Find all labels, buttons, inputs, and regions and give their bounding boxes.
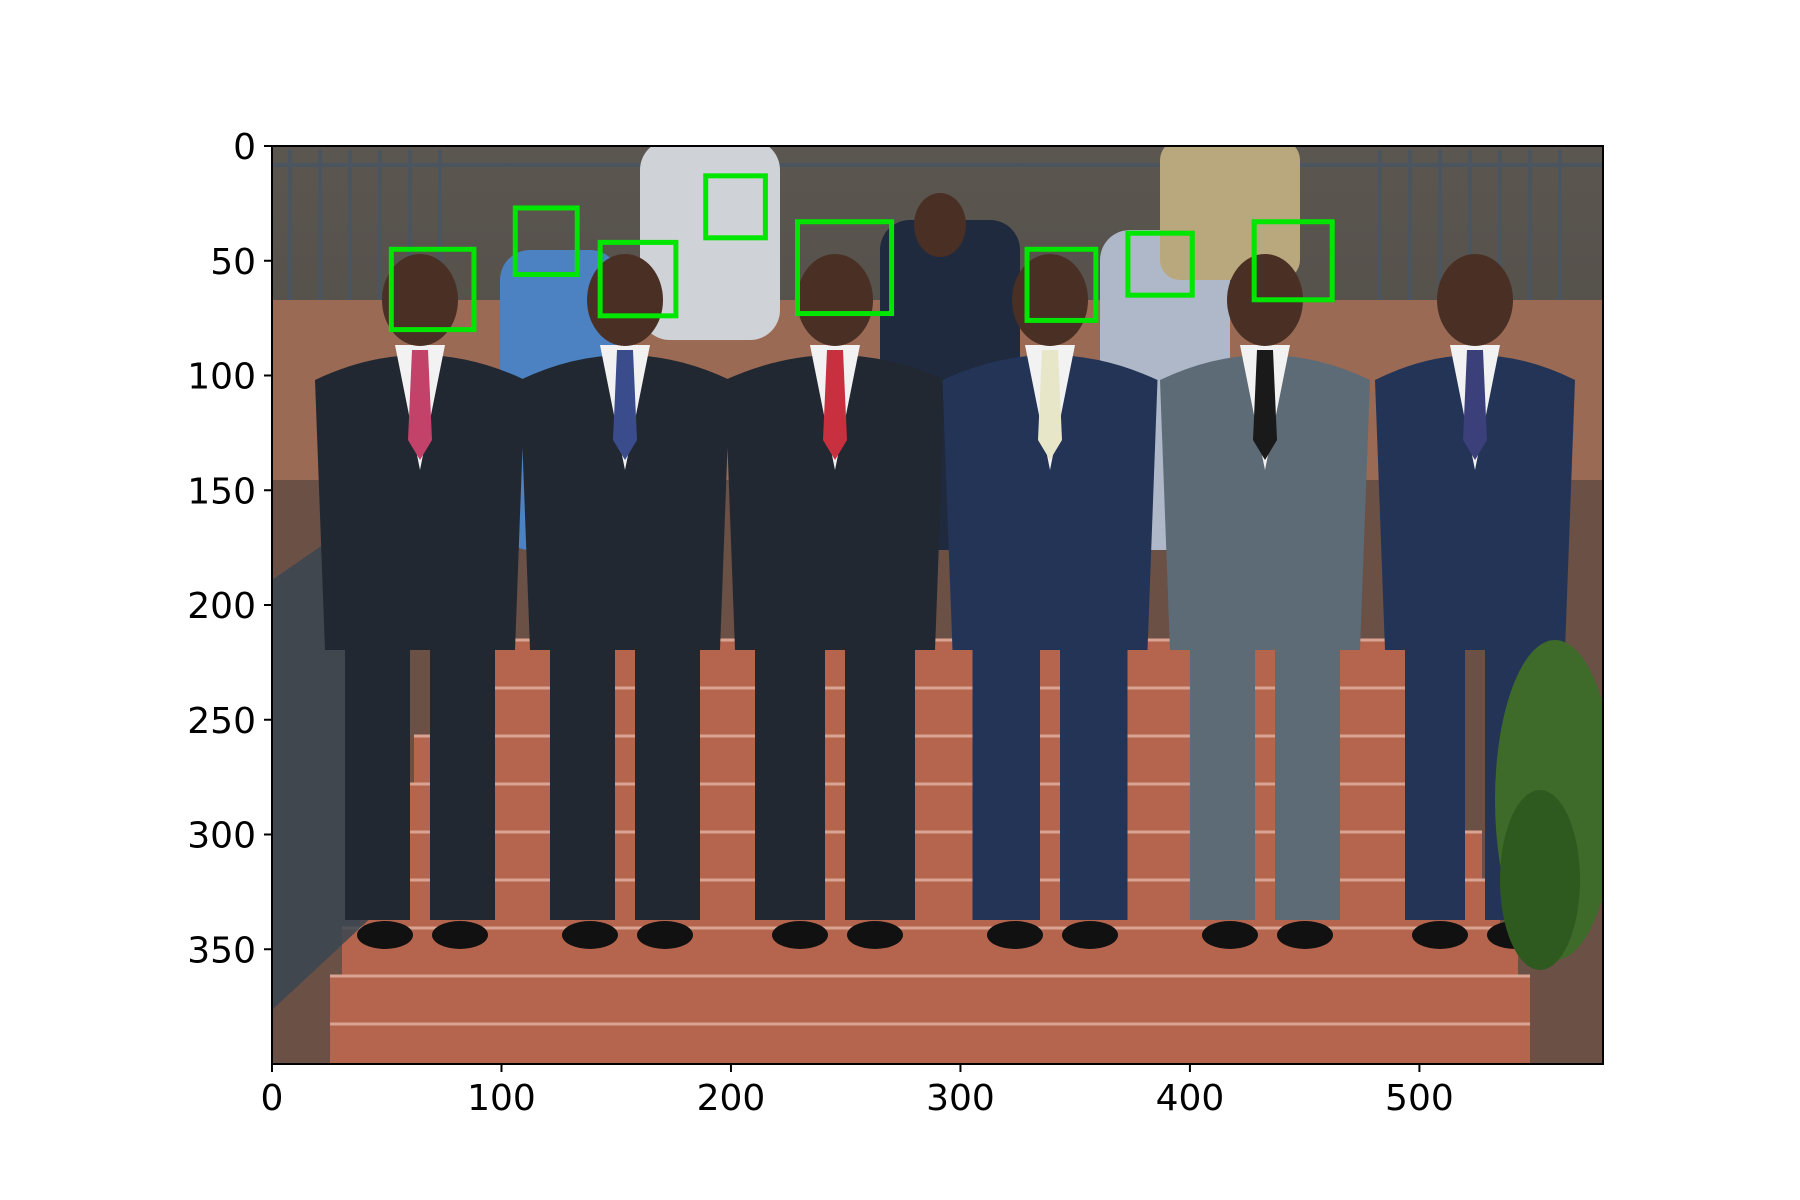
face-box-3 [597,239,679,319]
face-box-4 [703,173,768,241]
photo-image [272,146,1603,1064]
y-tick-label: 250 [187,701,256,742]
x-axis: 0 100 200 300 400 500 [261,1064,1454,1119]
face-box-2 [512,205,580,278]
y-axis: 0 50 100 150 200 250 300 350 [187,127,272,971]
y-tick-label: 150 [187,471,256,512]
x-tick-label: 200 [697,1078,766,1119]
face-detection-boxes [388,173,1335,333]
person-4 [942,254,1158,949]
y-tick-label: 50 [210,242,256,283]
person-2 [520,254,730,949]
face-box-6 [1024,246,1099,323]
face-box-5 [795,219,895,317]
face-box-8 [1251,219,1335,303]
x-tick-label: 500 [1385,1078,1454,1119]
x-tick-label: 100 [467,1078,536,1119]
x-tick-label: 0 [261,1078,284,1119]
x-tick-label: 400 [1156,1078,1225,1119]
person-5 [1160,254,1370,949]
face-box-1 [388,246,477,333]
person-3 [725,254,945,949]
y-tick-label: 300 [187,816,256,857]
face-box-7 [1125,230,1195,298]
y-tick-label: 350 [187,930,256,971]
x-tick-label: 300 [926,1078,995,1119]
y-tick-label: 0 [233,127,256,168]
y-tick-label: 200 [187,586,256,627]
person-1 [315,254,525,949]
y-tick-label: 100 [187,357,256,398]
